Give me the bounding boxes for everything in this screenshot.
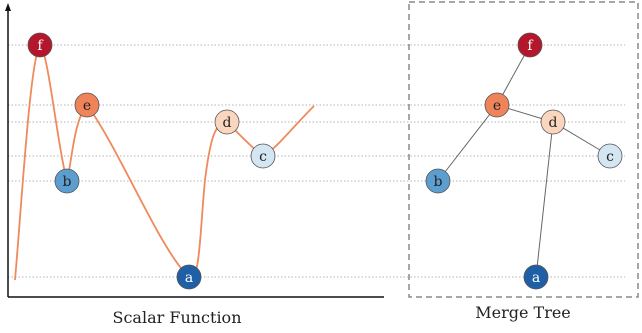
scalar-node-label: b [63, 174, 72, 190]
tree-node-circle [597, 143, 623, 169]
scalar-node-circle [74, 92, 100, 118]
merge-tree-edges [437, 44, 611, 278]
scalar-function-caption: Scalar Function [112, 308, 241, 327]
scalar-node-circle [54, 168, 80, 194]
tree-node-label: b [434, 174, 443, 190]
tree-node-f: f [517, 32, 543, 58]
scalar-node-label: e [83, 98, 91, 114]
scalar-node-circle [250, 143, 276, 169]
tree-node-label: c [606, 149, 614, 165]
scalar-node-circle [176, 264, 202, 290]
tree-node-label: d [549, 115, 558, 131]
scalar-node-b: b [54, 168, 80, 194]
plot-axes [5, 3, 384, 298]
tree-node-label: e [493, 98, 501, 114]
scalar-node-label: d [223, 115, 232, 131]
tree-edge-e-b [437, 104, 498, 182]
tree-node-label: a [532, 270, 540, 286]
y-axis-arrow [5, 3, 11, 11]
scalar-node-label: f [37, 38, 44, 54]
tree-edge-d-a [535, 121, 554, 278]
level-guides [8, 44, 625, 278]
merge-tree-nodes: f e d c b a [425, 32, 623, 290]
scalar-node-circle [214, 109, 240, 135]
scalar-function-nodes: f e d c b a [27, 32, 276, 290]
tree-node-circle [540, 109, 566, 135]
tree-node-e: e [484, 92, 510, 118]
tree-node-circle [523, 264, 549, 290]
tree-node-circle [517, 32, 543, 58]
tree-node-a: a [523, 264, 549, 290]
tree-node-label: f [527, 38, 534, 54]
tree-node-circle [425, 168, 451, 194]
tree-node-circle [484, 92, 510, 118]
tree-node-b: b [425, 168, 451, 194]
scalar-node-f: f [27, 32, 53, 58]
merge-tree-box [408, 1, 639, 298]
scalar-node-a: a [176, 264, 202, 290]
scalar-node-d: d [214, 109, 240, 135]
merge-tree-caption: Merge Tree [475, 303, 571, 322]
tree-node-c: c [597, 143, 623, 169]
scalar-node-label: c [259, 149, 267, 165]
scalar-node-c: c [250, 143, 276, 169]
tree-node-d: d [540, 109, 566, 135]
scalar-node-circle [27, 32, 53, 58]
scalar-node-label: a [185, 270, 193, 286]
scalar-node-e: e [74, 92, 100, 118]
